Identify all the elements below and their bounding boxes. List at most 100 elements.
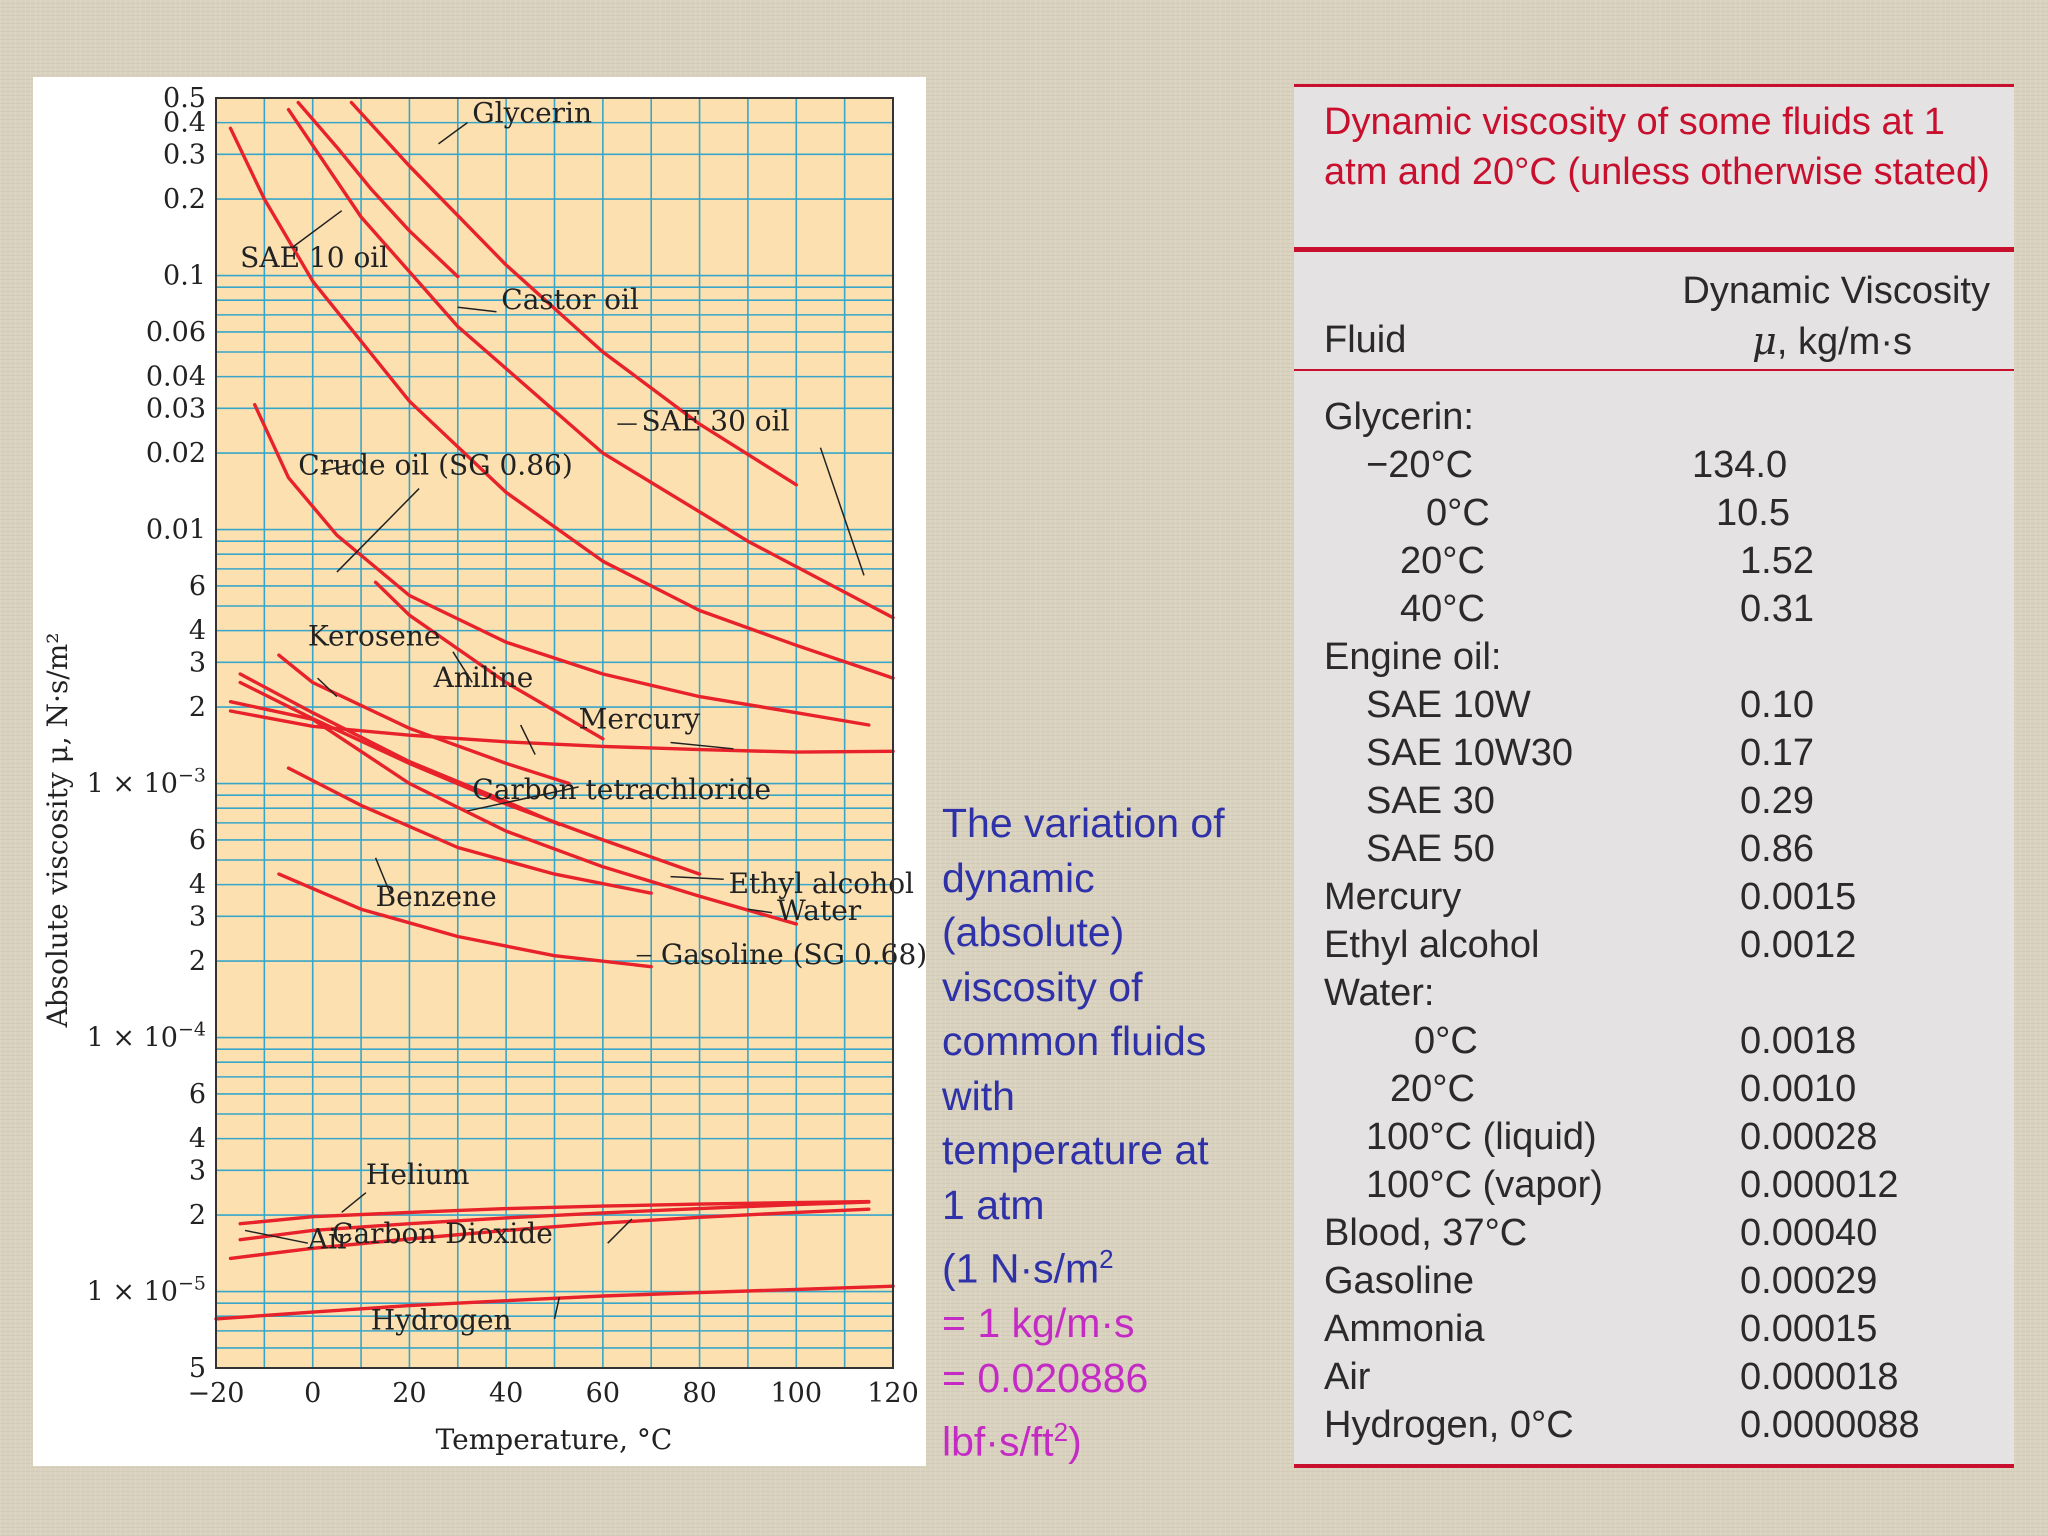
viscosity-cell: 0.000018 xyxy=(1740,1356,1899,1398)
curve-gasoline-sg-0-68 xyxy=(277,872,653,969)
y-tick-label: 6 xyxy=(189,1079,206,1110)
caption-unit-line-1: (1 N·s/m2 xyxy=(942,1244,1114,1292)
label-leader-line xyxy=(374,857,391,894)
curve-label: Carbon tetrachloride xyxy=(472,773,771,806)
fluid-cell: SAE 10W xyxy=(1366,684,1531,726)
y-tick-label: 2 xyxy=(189,1200,206,1231)
fluid-cell: Air xyxy=(1324,1356,1371,1398)
curve-aniline xyxy=(373,580,605,741)
viscosity-cell: 0.00028 xyxy=(1740,1116,1878,1158)
fluid-cell: 100°C (liquid) xyxy=(1366,1116,1597,1158)
table-row: Water: xyxy=(1294,969,2014,1017)
fluid-cell: 0°C xyxy=(1414,1020,1478,1062)
y-tick-label: 3 xyxy=(189,1155,206,1186)
y-tick-label: 6 xyxy=(189,825,206,856)
caption-line: temperature at xyxy=(942,1127,1209,1173)
viscosity-chart: Glycerin SAE 10 oil Castor oil SAE 30 oil Cr… xyxy=(41,83,926,1456)
fluid-cell: SAE 10W30 xyxy=(1366,732,1573,774)
caption-unit-line-4: lbf·s/ft2) xyxy=(942,1417,1082,1465)
curve-label: Hydrogen xyxy=(371,1303,512,1336)
curve-label: SAE 10 oil xyxy=(240,241,388,274)
curve-ethyl-alcohol xyxy=(238,680,702,876)
label-leader-line xyxy=(336,488,420,573)
label-leader-line xyxy=(670,875,724,880)
label-leader-line xyxy=(322,463,352,472)
curve-label: Kerosene xyxy=(308,619,441,652)
label-leader-line xyxy=(457,306,497,313)
curve-label: Gasoline (SG 0.68) xyxy=(661,938,926,971)
header-divider xyxy=(1294,369,2014,371)
viscosity-cell: 0.29 xyxy=(1740,780,1814,822)
fluid-cell: Hydrogen, 0°C xyxy=(1324,1404,1574,1446)
fluid-cell: SAE 30 xyxy=(1366,780,1495,822)
y-tick-label: 4 xyxy=(189,616,206,647)
curve-label: Carbon Dioxide xyxy=(332,1217,553,1250)
y-axis-label: Absolute viscosity μ, N·s/m² xyxy=(41,632,74,1028)
table-row: Ethyl alcohol 0.0012 xyxy=(1294,921,2014,969)
y-tick-label: 6 xyxy=(189,571,206,602)
y-tick-label: 0.4 xyxy=(163,108,206,139)
x-tick-label: 100 xyxy=(771,1378,823,1409)
caption-line: with xyxy=(942,1072,1015,1119)
curve-label: Crude oil (SG 0.86) xyxy=(298,448,573,481)
table-row: 20°C 1.52 xyxy=(1294,537,2014,585)
curve-label: Mercury xyxy=(579,702,701,735)
table-row: 100°C (vapor) 0.000012 xyxy=(1294,1161,2014,1209)
curve-label: Ethyl alcohol xyxy=(729,867,914,900)
label-leader-line xyxy=(438,122,468,145)
caption-unit-line-2: = 1 kg/m·s xyxy=(942,1300,1135,1347)
curve-label: Castor oil xyxy=(501,283,639,316)
table-title: Dynamic viscosity of some fluids at 1 at… xyxy=(1324,101,1990,193)
figure-caption: The variation of dynamic (absolute) viscosi… xyxy=(942,796,1272,1469)
y-tick-label: 4 xyxy=(189,1124,206,1155)
y-tick-label: 5 xyxy=(189,1353,206,1384)
viscosity-cell: 0.0010 xyxy=(1740,1068,1857,1110)
fluid-cell: 100°C (vapor) xyxy=(1366,1164,1603,1206)
curve-glycerin xyxy=(296,100,460,279)
fluid-cell: SAE 50 xyxy=(1366,828,1495,870)
column-header-viscosity-unit: μ, kg/m·s xyxy=(1752,319,1912,363)
table-row: SAE 50 0.86 xyxy=(1294,825,2014,873)
y-tick-label: 0.5 xyxy=(163,83,206,114)
curve-kerosene xyxy=(277,653,571,786)
y-tick-label: 0.01 xyxy=(146,515,206,546)
table-row: Blood, 37°C 0.00040 xyxy=(1294,1209,2014,1257)
plot-frame xyxy=(215,97,894,1369)
curve-label: SAE 30 oil xyxy=(642,405,790,438)
table-row: 40°C 0.31 xyxy=(1294,585,2014,633)
viscosity-chart-panel: Glycerin SAE 10 oil Castor oil SAE 30 oil Cr… xyxy=(33,77,926,1466)
x-tick-label: 20 xyxy=(392,1378,426,1409)
x-tick-label: 40 xyxy=(489,1378,523,1409)
y-tick-label: 4 xyxy=(189,870,206,901)
y-tick-label: 0.03 xyxy=(146,393,206,424)
table-row: 20°C 0.0010 xyxy=(1294,1065,2014,1113)
y-tick-label: 0.06 xyxy=(146,317,206,348)
y-tick-label: 0.3 xyxy=(163,139,206,170)
label-leader-line xyxy=(670,741,734,750)
y-tick-label: 0.2 xyxy=(163,184,206,215)
y-tick-label: 2 xyxy=(189,946,206,977)
viscosity-cell: 0.31 xyxy=(1740,588,1814,630)
fluid-cell: 40°C xyxy=(1400,588,1485,630)
label-leader-line xyxy=(244,1229,309,1244)
fluid-cell: 20°C xyxy=(1400,540,1485,582)
curve-sae-10-oil xyxy=(228,126,895,680)
x-tick-label: −20 xyxy=(188,1378,245,1409)
x-tick-label: 80 xyxy=(682,1378,716,1409)
title-divider xyxy=(1294,247,2014,252)
fluid-cell: −20°C xyxy=(1366,444,1474,486)
viscosity-cell: 0.000012 xyxy=(1740,1164,1899,1206)
label-leader-line xyxy=(747,908,773,914)
column-header-viscosity: Dynamic Viscosity xyxy=(1682,270,1990,312)
label-leader-line xyxy=(317,677,338,698)
curve-helium xyxy=(238,1199,871,1226)
viscosity-table: Dynamic viscosity of some fluids at 1 at… xyxy=(1294,84,2014,1468)
curve-crude-oil-sg-0-86 xyxy=(253,403,871,727)
viscosity-cell: 1.52 xyxy=(1740,540,1814,582)
viscosity-cell: 0.00029 xyxy=(1740,1260,1878,1302)
curve-label: Helium xyxy=(366,1158,469,1191)
column-header-fluid: Fluid xyxy=(1324,319,1407,361)
x-tick-label: 120 xyxy=(867,1378,919,1409)
curve-label: Air xyxy=(307,1222,351,1255)
x-tick-label: 60 xyxy=(586,1378,620,1409)
